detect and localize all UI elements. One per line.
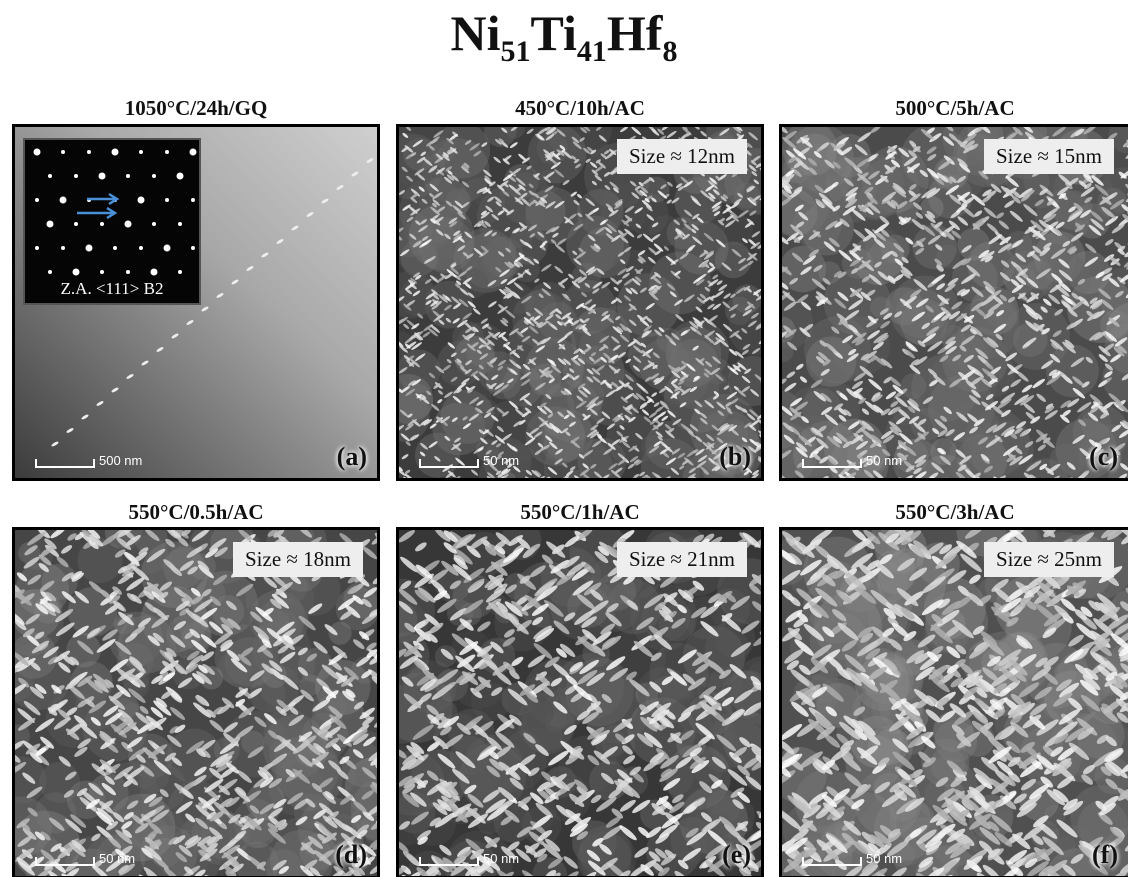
panel-caption: 550°C/0.5h/AC bbox=[12, 500, 380, 525]
panel-caption: 550°C/3h/AC bbox=[779, 500, 1128, 525]
scale-bar: 50 nm bbox=[35, 851, 135, 866]
scale-bar-line bbox=[802, 459, 862, 468]
micrograph-panel: Z.A. <111> B2 500 nm (a) bbox=[12, 124, 380, 481]
title-element: Ni bbox=[451, 5, 501, 61]
micrograph bbox=[399, 127, 764, 481]
micrograph-panel: Size ≈ 18nm 50 nm (d) bbox=[12, 527, 380, 877]
panel-caption: 550°C/1h/AC bbox=[396, 500, 764, 525]
scale-bar-line bbox=[35, 459, 95, 468]
size-label: Size ≈ 15nm bbox=[984, 139, 1114, 174]
scale-bar-label: 50 nm bbox=[866, 453, 902, 468]
title-subscript: 8 bbox=[662, 35, 677, 68]
scale-bar-label: 50 nm bbox=[99, 851, 135, 866]
scale-bar-label: 500 nm bbox=[99, 453, 142, 468]
title-subscript: 51 bbox=[501, 35, 531, 68]
scale-bar-line bbox=[419, 857, 479, 866]
micrograph bbox=[15, 530, 380, 877]
diffraction-inset: Z.A. <111> B2 bbox=[23, 138, 201, 305]
panel-letter: (a) bbox=[337, 442, 367, 472]
micrograph bbox=[782, 530, 1128, 877]
scale-bar: 50 nm bbox=[419, 851, 519, 866]
title-element: Hf bbox=[607, 5, 663, 61]
size-label: Size ≈ 21nm bbox=[617, 542, 747, 577]
scale-bar: 500 nm bbox=[35, 453, 142, 468]
panel-caption: 1050°C/24h/GQ bbox=[12, 96, 380, 121]
panel-letter: (f) bbox=[1092, 840, 1118, 870]
panel-caption: 450°C/10h/AC bbox=[396, 96, 764, 121]
scale-bar: 50 nm bbox=[419, 453, 519, 468]
micrograph-panel: Size ≈ 15nm 50 nm (c) bbox=[779, 124, 1128, 481]
size-label: Size ≈ 18nm bbox=[233, 542, 363, 577]
scale-bar: 50 nm bbox=[802, 851, 902, 866]
panel-caption: 500°C/5h/AC bbox=[779, 96, 1128, 121]
title-element: Ti bbox=[531, 5, 577, 61]
micrograph bbox=[399, 530, 764, 877]
panel-letter: (b) bbox=[719, 442, 751, 472]
scale-bar: 50 nm bbox=[802, 453, 902, 468]
micrograph-panel: Size ≈ 12nm 50 nm (b) bbox=[396, 124, 764, 481]
scale-bar-line bbox=[35, 857, 95, 866]
micrograph-panel: Size ≈ 21nm 50 nm (e) bbox=[396, 527, 764, 877]
panel-letter: (e) bbox=[722, 840, 751, 870]
figure: Ni51Ti41Hf8 1050°C/24h/GQ Z.A. <111> B2 50… bbox=[0, 0, 1128, 877]
micrograph-panel: Size ≈ 25nm 50 nm (f) bbox=[779, 527, 1128, 877]
scale-bar-line bbox=[419, 459, 479, 468]
panel-letter: (d) bbox=[335, 840, 367, 870]
figure-title: Ni51Ti41Hf8 bbox=[0, 4, 1128, 69]
inset-label: Z.A. <111> B2 bbox=[25, 279, 199, 299]
scale-bar-line bbox=[802, 857, 862, 866]
title-subscript: 41 bbox=[577, 35, 607, 68]
micrograph bbox=[782, 127, 1128, 481]
size-label: Size ≈ 12nm bbox=[617, 139, 747, 174]
scale-bar-label: 50 nm bbox=[483, 453, 519, 468]
size-label: Size ≈ 25nm bbox=[984, 542, 1114, 577]
scale-bar-label: 50 nm bbox=[866, 851, 902, 866]
scale-bar-label: 50 nm bbox=[483, 851, 519, 866]
panel-letter: (c) bbox=[1089, 442, 1118, 472]
